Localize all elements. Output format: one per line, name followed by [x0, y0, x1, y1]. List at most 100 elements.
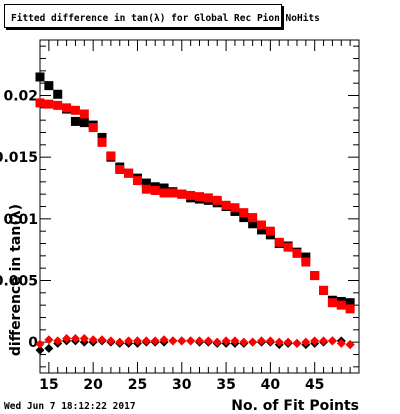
data-point-square — [141, 184, 151, 194]
data-point-square — [53, 100, 63, 110]
data-point-diamond — [97, 335, 107, 345]
data-point-square — [336, 300, 346, 310]
plot-frame — [39, 39, 360, 374]
series-3-diamond-markers — [35, 333, 355, 350]
data-point-square — [274, 237, 284, 247]
footer-timestamp: Wed Jun 7 18:12:22 2017 — [4, 401, 136, 412]
data-point-diamond — [70, 333, 80, 343]
data-point-diamond — [248, 337, 258, 347]
y-tick-label: 0.01 — [3, 212, 38, 228]
y-axis-ticks: 0 0.005 0.01 0.015 0.02 — [0, 45, 359, 368]
data-point-diamond — [327, 336, 337, 346]
data-point-diamond — [44, 343, 54, 353]
data-point-square — [203, 193, 213, 203]
data-point-diamond — [292, 338, 302, 348]
data-point-square — [345, 298, 355, 308]
data-point-diamond — [230, 336, 240, 346]
data-point-square — [159, 188, 169, 198]
data-point-square — [132, 176, 142, 186]
data-point-diamond — [35, 339, 45, 349]
data-point-square — [239, 213, 249, 223]
y-tick-label: 0.015 — [0, 150, 38, 166]
data-point-square — [221, 200, 231, 210]
data-point-square — [301, 252, 311, 262]
data-point-square — [44, 81, 54, 91]
chart-title-box: Fitted difference in tan(λ) for Global R… — [4, 4, 320, 28]
data-point-square — [124, 168, 134, 178]
data-point-diamond — [274, 337, 284, 347]
data-point-square — [44, 99, 54, 109]
data-point-square — [150, 185, 160, 195]
data-point-square — [327, 298, 337, 308]
series-0-square-markers — [35, 72, 355, 308]
data-point-square — [106, 151, 116, 161]
data-point-diamond — [62, 333, 72, 343]
series-1-square-markers — [35, 98, 355, 314]
data-point-square — [345, 304, 355, 314]
data-point-diamond — [115, 337, 125, 347]
data-point-square — [35, 98, 45, 108]
data-point-square — [292, 248, 302, 258]
data-point-diamond — [319, 336, 329, 346]
data-point-diamond — [132, 336, 142, 346]
data-point-diamond — [186, 336, 196, 346]
data-point-square — [301, 257, 311, 267]
data-point-square — [88, 123, 98, 133]
data-point-square — [62, 103, 72, 113]
data-point-square — [70, 116, 80, 126]
data-point-diamond — [106, 336, 116, 346]
data-point-diamond — [159, 335, 169, 345]
data-point-diamond — [265, 336, 275, 346]
data-point-square — [186, 190, 196, 200]
data-point-diamond — [195, 336, 204, 346]
data-point-diamond — [53, 336, 63, 346]
data-point-square — [319, 285, 329, 295]
x-tick-label: 15 — [39, 377, 58, 393]
data-point-square — [310, 271, 320, 281]
data-point-diamond — [79, 333, 89, 343]
data-point-diamond — [336, 338, 346, 348]
data-point-diamond — [44, 335, 54, 345]
x-tick-label: 45 — [305, 377, 324, 393]
data-point-square — [53, 89, 63, 99]
data-point-diamond — [35, 345, 45, 355]
data-point-square — [70, 105, 80, 115]
data-point-diamond — [168, 336, 178, 346]
data-point-square — [239, 208, 249, 218]
data-point-diamond — [283, 337, 293, 347]
x-tick-label: 35 — [216, 377, 235, 393]
data-point-diamond — [150, 336, 160, 346]
x-tick-label: 25 — [128, 377, 147, 393]
data-point-square — [248, 213, 258, 223]
data-point-square — [177, 189, 187, 199]
data-point-diamond — [345, 340, 355, 350]
x-tick-label: 20 — [83, 377, 103, 393]
data-point-square — [195, 192, 204, 202]
data-point-diamond — [212, 337, 222, 347]
data-point-diamond — [177, 336, 187, 346]
data-markers — [35, 72, 355, 355]
x-axis-label: No. of Fit Points — [231, 398, 359, 414]
x-axis-ticks: 15 20 25 30 35 40 45 — [39, 40, 360, 393]
x-tick-label: 40 — [261, 377, 281, 393]
data-point-diamond — [203, 336, 213, 346]
chart-title: Fitted difference in tan(λ) for Global R… — [11, 13, 320, 24]
data-point-square — [265, 226, 275, 236]
y-axis-label: difference in tan(λ) — [8, 204, 24, 356]
data-point-square — [97, 137, 107, 147]
data-point-diamond — [257, 336, 267, 346]
data-point-square — [248, 219, 258, 229]
y-tick-label: 0 — [28, 335, 38, 351]
y-tick-label: 0.005 — [0, 274, 38, 290]
data-point-diamond — [310, 336, 320, 346]
data-point-diamond — [88, 335, 98, 345]
data-point-diamond — [221, 336, 231, 346]
x-tick-label: 30 — [172, 377, 192, 393]
data-point-square — [115, 165, 125, 174]
data-point-square — [159, 183, 169, 193]
data-point-diamond — [301, 337, 311, 347]
data-point-diamond — [141, 336, 151, 346]
data-point-square — [283, 242, 293, 252]
data-point-square — [168, 188, 178, 198]
